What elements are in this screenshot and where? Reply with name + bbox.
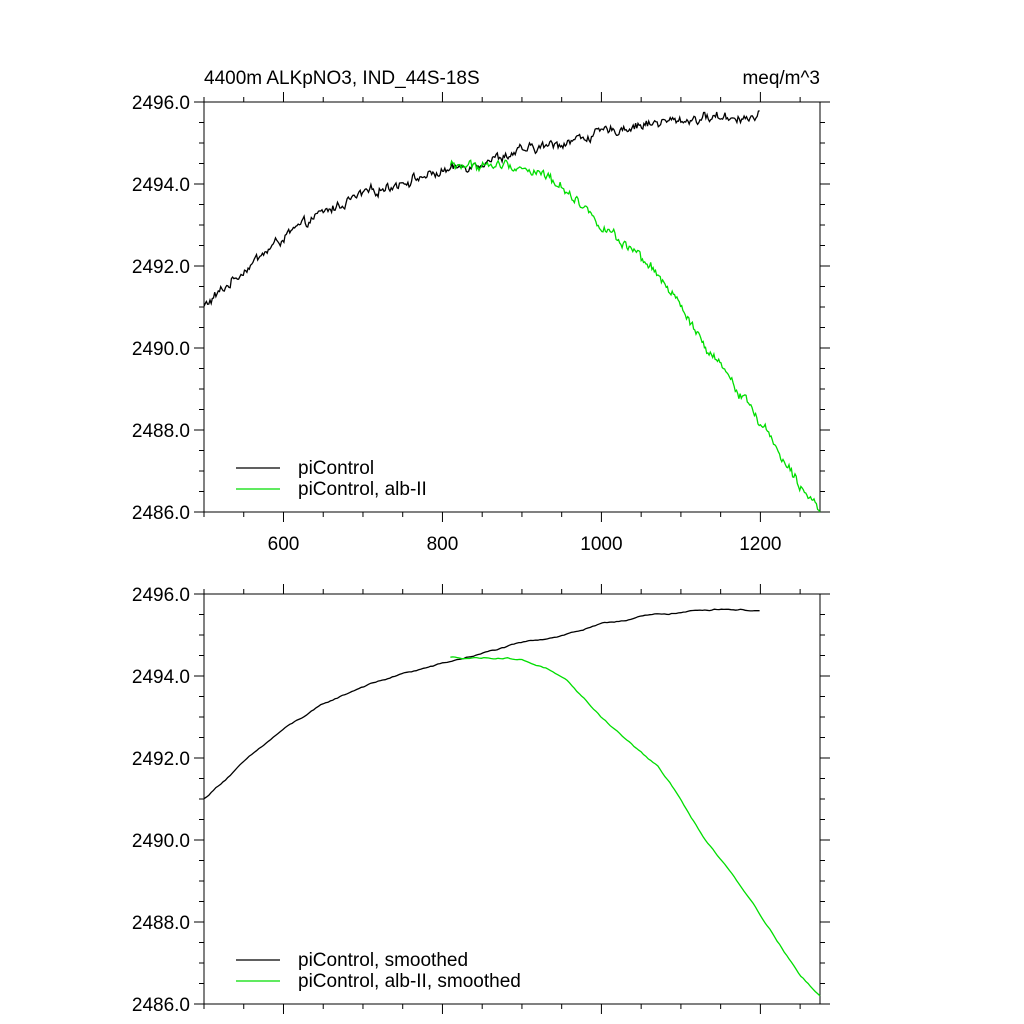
y-tick-label: 2486.0 xyxy=(132,995,190,1016)
x-tick-label: 1000 xyxy=(580,534,622,555)
y-tick-label: 2496.0 xyxy=(132,93,190,114)
plot-frame xyxy=(203,593,821,1005)
panel-smoothed: 2486.0 2488.0 2490.0 2492.0 2494.0 2496.0 piCo… xyxy=(132,584,830,1016)
legend-label: piControl, alb-II xyxy=(298,479,427,500)
y-tick-label: 2490.0 xyxy=(132,831,190,852)
x-tick-label: 600 xyxy=(268,534,300,555)
y-tick-label: 2494.0 xyxy=(132,175,190,196)
y-tick-label: 2490.0 xyxy=(132,339,190,360)
y-tick-label: 2486.0 xyxy=(132,503,190,524)
y-tick-label: 2494.0 xyxy=(132,667,190,688)
series-line-picontrol xyxy=(203,110,760,307)
x-tick-label: 1200 xyxy=(739,534,781,555)
series-line-alb-ii xyxy=(450,656,821,997)
x-tick-label: 800 xyxy=(427,534,459,555)
y-tick-label: 2492.0 xyxy=(132,749,190,770)
series-line-alb-ii xyxy=(449,159,821,513)
plot-frame xyxy=(203,101,821,513)
y-tick-label: 2488.0 xyxy=(132,421,190,442)
y-tick-label: 2492.0 xyxy=(132,257,190,278)
legend-label: piControl, smoothed xyxy=(298,950,468,971)
series-line-picontrol xyxy=(203,608,760,800)
y-tick-label: 2488.0 xyxy=(132,913,190,934)
y-tick-label: 2496.0 xyxy=(132,585,190,606)
panel-raw: 600 800 1000 1200 2486.0 2488.0 2490.0 2492.0 24… xyxy=(132,92,830,555)
legend-label: piControl, alb-II, smoothed xyxy=(298,971,521,992)
legend-label: piControl xyxy=(298,458,374,479)
units-label: meq/m^3 xyxy=(742,68,820,89)
chart-title: 4400m ALKpNO3, IND_44S-18S xyxy=(204,68,480,89)
